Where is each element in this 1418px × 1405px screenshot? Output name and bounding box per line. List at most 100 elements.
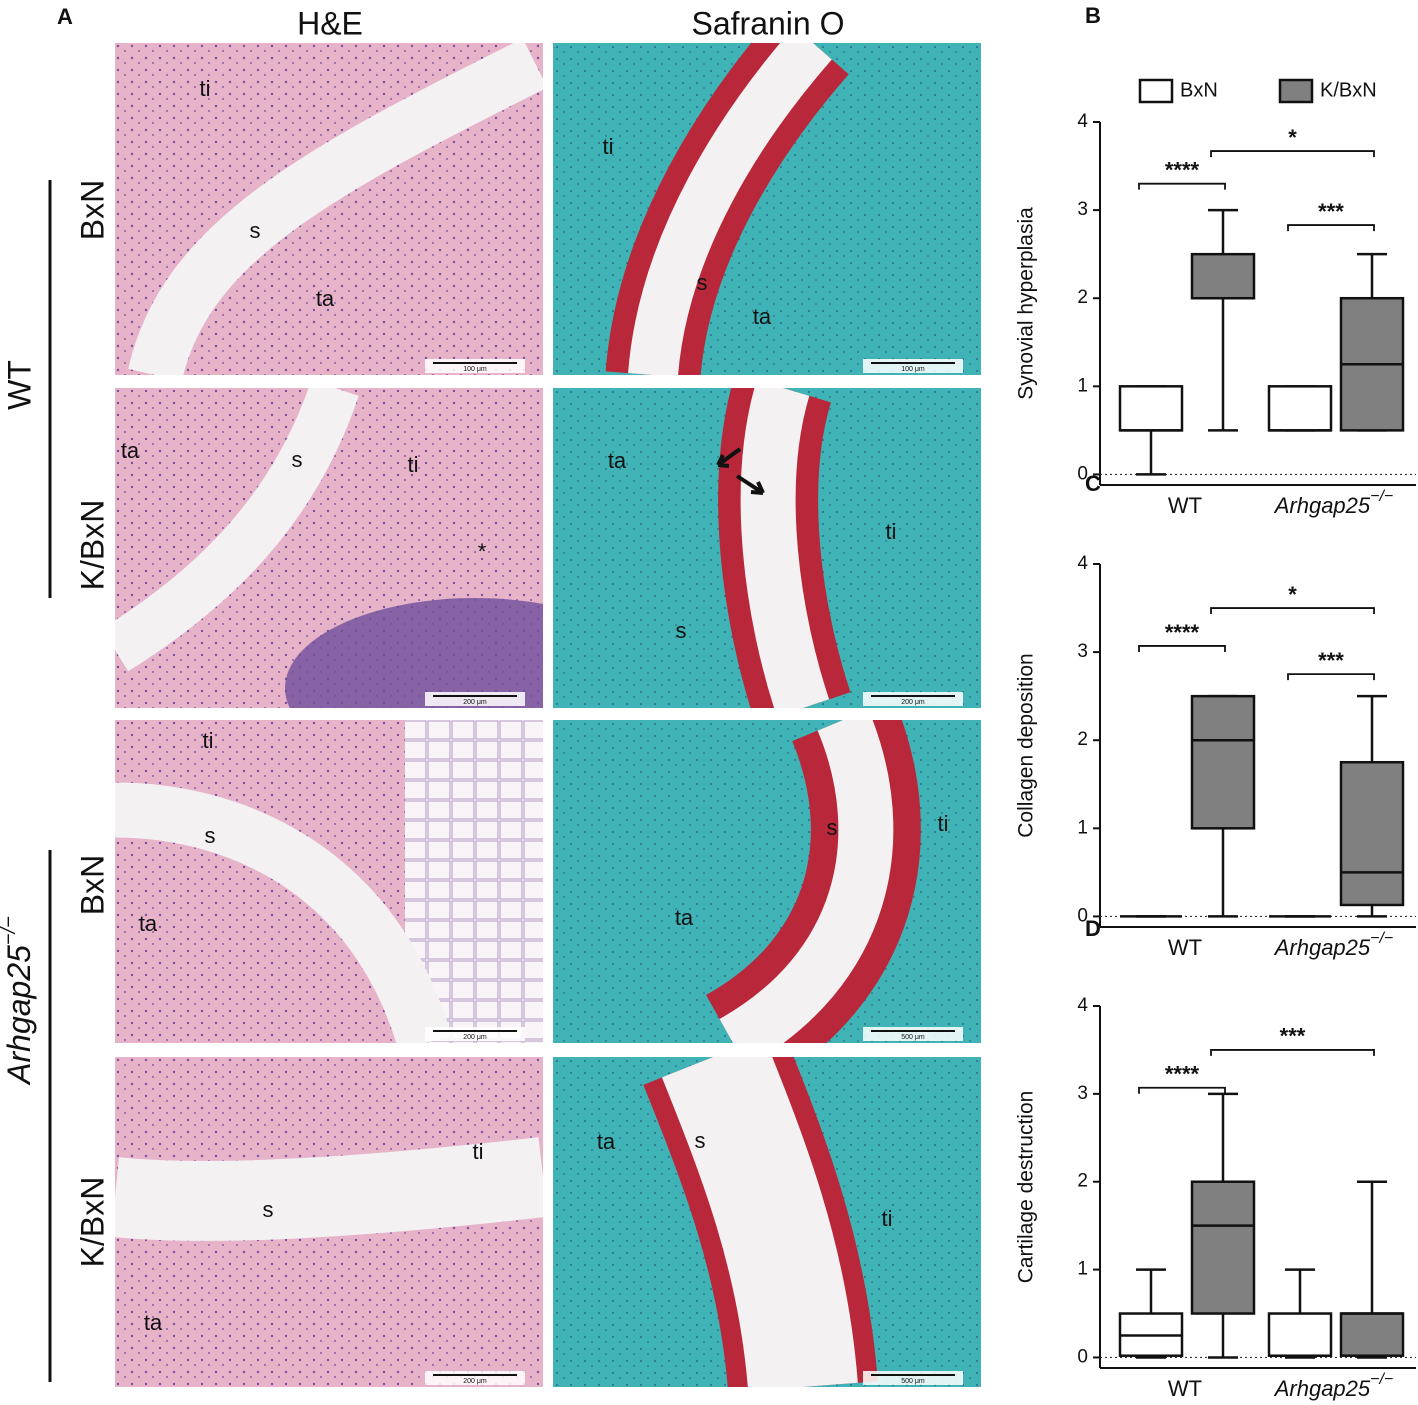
tissue-label: s [250,218,261,243]
x-tick-label-text: Arhgap25 [1273,493,1371,518]
joint-space [628,43,832,375]
significance-label: **** [1165,157,1200,182]
tissue-label: ta [316,286,335,311]
synovium [285,598,543,708]
significance-label: *** [1318,648,1344,673]
y-tick-label: 1 [1077,375,1088,396]
group-label: WT [1,360,37,410]
group-label-text: Arhgap25 [1,945,37,1086]
micrograph: ti s ta 100 μm [553,43,981,375]
scale-label: 100 μm [901,366,925,373]
panel-letter: B [1085,3,1101,28]
tissue-label: ti [473,1139,484,1164]
x-tick-label-sup: −/− [1370,1371,1393,1388]
significance-label: **** [1165,1062,1200,1087]
box [1118,385,1184,432]
legend-label: BxN [1180,79,1218,101]
micrograph: ta s ti 500 μm [553,1057,981,1387]
joint-space [661,1057,858,1387]
y-tick-label: 0 [1077,1346,1088,1367]
tissue-label: ta [753,304,772,329]
joint-space [128,43,543,375]
box [1267,1312,1333,1357]
significance-bracket [1138,182,1226,190]
tissue-label: s [205,823,216,848]
significance-bracket [1138,1086,1226,1094]
micrograph: ti s ta 100 μm [115,43,543,375]
group-label-sup: −/− [0,916,20,945]
scale-label: 200 μm [463,1034,487,1041]
joint-space [115,782,452,1043]
joint-space [740,388,830,708]
legend-swatch [1278,78,1314,104]
tissue-label: ta [139,911,158,936]
significance-bracket [1287,673,1375,681]
y-tick-label: 1 [1077,817,1088,838]
y-tick-label: 0 [1077,463,1088,484]
tissue-label: ti [886,519,897,544]
x-tick-label-sup: −/− [1370,930,1393,947]
tissue-label: ta [144,1310,163,1335]
micrograph-content [553,1057,981,1387]
box [1339,760,1405,907]
row-label: BxN [74,180,110,240]
micrograph-content [115,43,543,375]
micrograph-content [115,388,543,708]
y-tick-label: 3 [1077,1083,1088,1104]
significance-bracket [1287,224,1375,232]
joint-space [719,720,894,1043]
x-tick-label: Arhgap25−/− [1273,1371,1394,1401]
scale-label: 500 μm [901,1034,925,1041]
significance-label: * [1288,582,1297,607]
panel-letter: A [57,4,73,29]
tissue-label: s [827,815,838,840]
y-tick-label: 4 [1077,553,1088,574]
y-tick-label: 3 [1077,199,1088,220]
row-label: BxN [74,855,110,915]
tissue-label: ti [882,1206,893,1231]
significance-bracket [1138,645,1226,652]
column-header: H&E [297,5,363,41]
row-label: K/BxN [74,1177,110,1268]
x-tick-label-text: WT [1168,935,1202,960]
scale-label: 500 μm [901,1378,925,1385]
joint-space [115,1137,543,1241]
arrow [716,447,742,468]
tissue-label: ti [200,76,211,101]
panel-letter: C [1085,471,1101,496]
micrograph: s ta ti 500 μm [553,720,981,1043]
significance-label: *** [1280,1024,1306,1049]
x-tick-label-text: Arhgap25 [1273,935,1371,960]
micrograph: ta s ti * 200 μm [115,388,543,708]
micrograph: ta s ti 200 μm [553,388,981,708]
y-tick-label: 4 [1077,111,1088,132]
tissue-label: ti [203,728,214,753]
tissue-label: * [478,539,487,564]
x-tick-label-text: Arhgap25 [1273,1376,1371,1401]
panel-letter: D [1085,916,1101,941]
tissue-label: s [676,618,687,643]
tissue-label: s [695,1128,706,1153]
column-header: Safranin O [692,5,845,41]
significance-label: * [1288,125,1297,150]
tissue-label: ti [408,452,419,477]
x-tick-label-text: WT [1168,493,1202,518]
tissue-label: ta [121,438,140,463]
arrow [735,474,765,495]
x-tick-label-text: WT [1168,1376,1202,1401]
box [1190,252,1256,300]
tissue-label: ta [597,1129,616,1154]
y-axis-label: Collagen deposition [1015,653,1038,837]
micrograph-content [115,720,543,1043]
micrograph-content [553,43,981,375]
row-label: K/BxN [74,500,110,591]
significance-bracket [1210,150,1375,158]
y-axis-label: Synovial hyperplasia [1015,207,1038,400]
x-tick-label-sup: −/− [1370,488,1393,505]
joint-space [115,388,359,672]
tissue-label: s [263,1197,274,1222]
y-tick-label: 1 [1077,1259,1088,1280]
scale-label: 200 μm [463,699,487,706]
tissue-label: s [292,447,303,472]
